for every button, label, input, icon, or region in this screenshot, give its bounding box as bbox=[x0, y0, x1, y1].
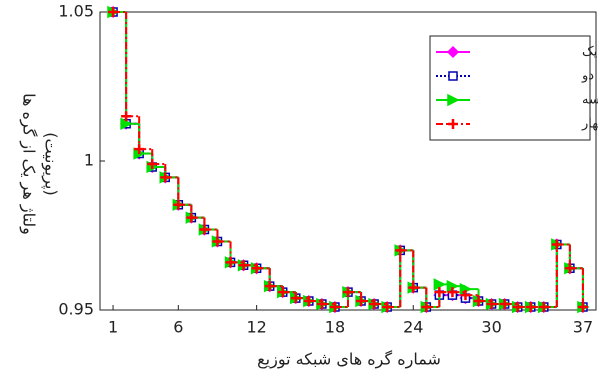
marker bbox=[446, 45, 460, 59]
marker bbox=[303, 296, 314, 307]
marker bbox=[290, 293, 301, 304]
legend-label: مورد چهار bbox=[581, 117, 598, 132]
x-tick-label: 6 bbox=[173, 318, 183, 337]
marker bbox=[447, 287, 458, 298]
y-tick-label: 1.05 bbox=[58, 2, 94, 21]
marker bbox=[473, 296, 484, 307]
marker bbox=[525, 302, 536, 313]
marker bbox=[147, 158, 158, 169]
marker bbox=[225, 257, 236, 268]
marker bbox=[486, 299, 497, 310]
marker bbox=[448, 119, 458, 129]
marker bbox=[577, 302, 588, 313]
marker bbox=[329, 302, 340, 313]
marker bbox=[421, 302, 432, 313]
x-tick-label: 30 bbox=[481, 318, 501, 337]
marker bbox=[564, 263, 575, 274]
x-tick-label: 1 bbox=[108, 318, 118, 337]
marker bbox=[512, 302, 523, 313]
marker bbox=[369, 299, 380, 310]
marker bbox=[108, 7, 119, 17]
marker bbox=[433, 278, 447, 291]
marker bbox=[356, 296, 367, 307]
legend-label: مورد سه bbox=[582, 93, 598, 108]
marker bbox=[173, 199, 184, 210]
marker bbox=[199, 224, 210, 235]
marker bbox=[212, 236, 223, 247]
marker bbox=[316, 299, 327, 310]
y-tick-label: 0.95 bbox=[58, 300, 94, 319]
marker bbox=[499, 299, 510, 310]
marker bbox=[277, 287, 288, 298]
legend-label: مورد یک bbox=[582, 45, 598, 60]
marker bbox=[160, 172, 171, 183]
marker bbox=[121, 111, 132, 122]
legend-label: مورد دو bbox=[581, 69, 598, 84]
marker bbox=[382, 302, 393, 313]
marker bbox=[448, 71, 458, 81]
x-tick-label: 24 bbox=[403, 318, 423, 337]
marker bbox=[460, 290, 471, 301]
y-axis-label: (پریونیت) bbox=[41, 132, 61, 195]
x-tick-label: 37 bbox=[573, 318, 593, 337]
y-axis-label: ولتاژ هر یک از گره ها bbox=[19, 93, 39, 235]
marker bbox=[538, 302, 549, 313]
marker bbox=[264, 281, 275, 292]
marker bbox=[134, 144, 145, 155]
marker bbox=[447, 93, 460, 107]
marker bbox=[551, 239, 562, 250]
x-tick-label: 12 bbox=[246, 318, 266, 337]
marker bbox=[251, 263, 262, 274]
x-tick-label: 18 bbox=[325, 318, 345, 337]
marker bbox=[408, 282, 419, 293]
y-tick-label: 1 bbox=[84, 151, 94, 170]
marker bbox=[343, 287, 353, 298]
marker bbox=[186, 212, 197, 223]
marker bbox=[434, 287, 445, 298]
x-axis-label: شماره گره های شبکه توزیع bbox=[257, 350, 441, 370]
marker bbox=[395, 245, 406, 256]
marker bbox=[238, 260, 249, 271]
